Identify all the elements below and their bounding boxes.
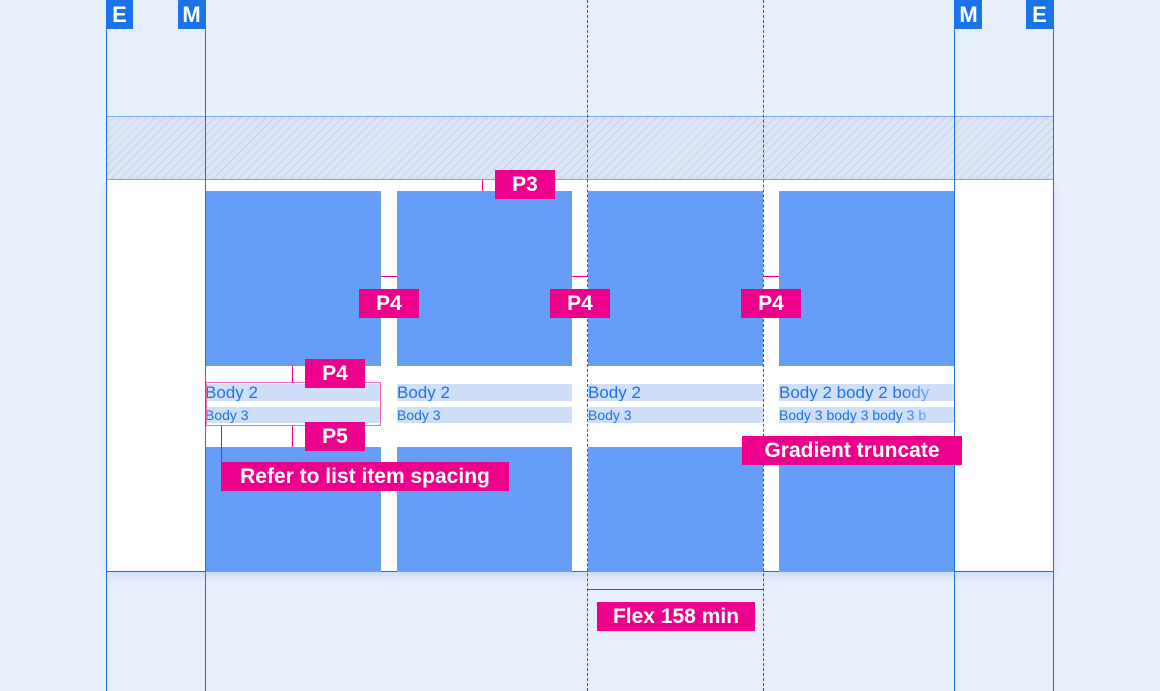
- p4-label: P4: [550, 289, 610, 318]
- card-body3: Body 3: [588, 407, 763, 423]
- flex-measure: [588, 589, 763, 590]
- margin-marker-right: M: [955, 0, 982, 29]
- edge-line-right: [1053, 0, 1054, 691]
- margin-line-left: [205, 0, 206, 691]
- card-body3-truncated: Body 3 body 3 body 3 b: [779, 407, 954, 423]
- edge-marker-right: E: [1026, 0, 1053, 29]
- p3-measure: [482, 180, 483, 191]
- card-image-8: [779, 447, 954, 572]
- flex-min-label: Flex 158 min: [597, 602, 755, 631]
- p4-label: P4: [359, 289, 419, 318]
- card-image-1: [205, 191, 381, 366]
- card-image-4: [779, 191, 954, 366]
- list-spacing-leader: [221, 426, 222, 462]
- card-body2-text: Body 2 body 2 body: [779, 384, 930, 401]
- card-body3-text: Body 3 body 3 body 3 b: [779, 407, 927, 423]
- p5-measure: [292, 426, 293, 447]
- gradient-truncate-label: Gradient truncate: [742, 436, 962, 465]
- list-item-outline: [206, 382, 381, 426]
- top-bar-hatched-area: [106, 116, 1054, 180]
- card-image-2: [397, 191, 572, 366]
- column-guide-left: [587, 0, 588, 691]
- card-body2-truncated: Body 2 body 2 body: [779, 384, 954, 401]
- card-body2: Body 2: [205, 384, 381, 401]
- p3-label: P3: [495, 170, 555, 199]
- column-guide-right: [763, 0, 764, 691]
- p4-label: P4: [305, 359, 365, 388]
- edge-line-left: [106, 0, 107, 691]
- card-image-3: [588, 191, 763, 366]
- card-body3: Body 3: [205, 407, 381, 423]
- card-body2: Body 2: [397, 384, 572, 401]
- list-spacing-label: Refer to list item spacing: [221, 462, 509, 491]
- p4-measure: [572, 276, 588, 277]
- p4-measure: [381, 276, 397, 277]
- edge-marker-left: E: [106, 0, 133, 29]
- margin-line-right: [954, 0, 955, 691]
- p5-label: P5: [305, 422, 365, 451]
- margin-marker-left: M: [178, 0, 205, 29]
- card-image-7: [588, 447, 763, 572]
- card-body3: Body 3: [397, 407, 572, 423]
- p4-label: P4: [741, 289, 801, 318]
- p4-measure: [763, 276, 779, 277]
- card-body2: Body 2: [588, 384, 763, 401]
- p4-measure: [292, 366, 293, 383]
